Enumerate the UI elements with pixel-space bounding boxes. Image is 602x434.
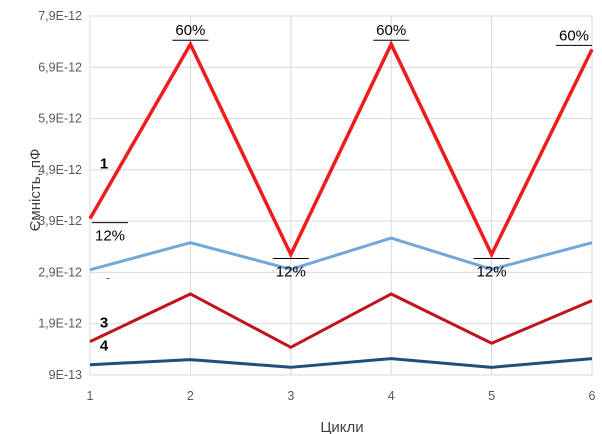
series-labels: 1 3 4 - xyxy=(100,156,110,355)
annotations: 60% 60% 60% 12% 12% 12% xyxy=(92,22,592,280)
series-line-2 xyxy=(89,236,593,272)
percent-label: 60% xyxy=(559,27,589,44)
series-line-3 xyxy=(89,292,593,350)
percent-label: 60% xyxy=(175,22,205,39)
y-tick-label: 4,9E-12 xyxy=(38,163,82,177)
series-line-1 xyxy=(88,40,594,259)
x-tick-labels: 1 2 3 4 5 6 xyxy=(87,389,596,403)
y-tick-label: 7,9E-12 xyxy=(38,9,82,23)
y-tick-label: 6,9E-12 xyxy=(38,60,82,74)
x-tick-label: 6 xyxy=(589,389,596,403)
y-tick-label: 1,9E-12 xyxy=(38,317,82,331)
series-line-4 xyxy=(89,357,593,369)
series-number-label: 1 xyxy=(100,156,108,173)
percent-label: 12% xyxy=(276,263,306,280)
y-tick-label: 2,9E-12 xyxy=(38,265,82,279)
x-tick-label: 5 xyxy=(488,389,495,403)
y-tick-labels: 9E-13 1,9E-12 2,9E-12 3,9E-12 4,9E-12 5,9E-12… xyxy=(38,9,82,382)
series-number-label: 3 xyxy=(100,315,108,332)
series-lines xyxy=(88,40,594,369)
x-tick-label: 3 xyxy=(287,389,294,403)
series-dash-marker: - xyxy=(106,271,110,285)
y-axis-title: Ємність, пФ xyxy=(27,149,44,232)
y-tick-label: 5,9E-12 xyxy=(38,112,82,126)
percent-label: 60% xyxy=(376,22,406,39)
x-tick-label: 1 xyxy=(87,389,94,403)
percent-label: 12% xyxy=(477,263,507,280)
x-tick-label: 4 xyxy=(388,389,395,403)
percent-label: 12% xyxy=(95,228,125,245)
grid xyxy=(89,15,593,376)
y-tick-label: 3,9E-12 xyxy=(38,214,82,228)
x-tick-label: 2 xyxy=(187,389,194,403)
x-axis-title: Цикли xyxy=(320,419,363,434)
series-number-label: 4 xyxy=(100,338,109,355)
y-tick-label: 9E-13 xyxy=(49,368,82,382)
